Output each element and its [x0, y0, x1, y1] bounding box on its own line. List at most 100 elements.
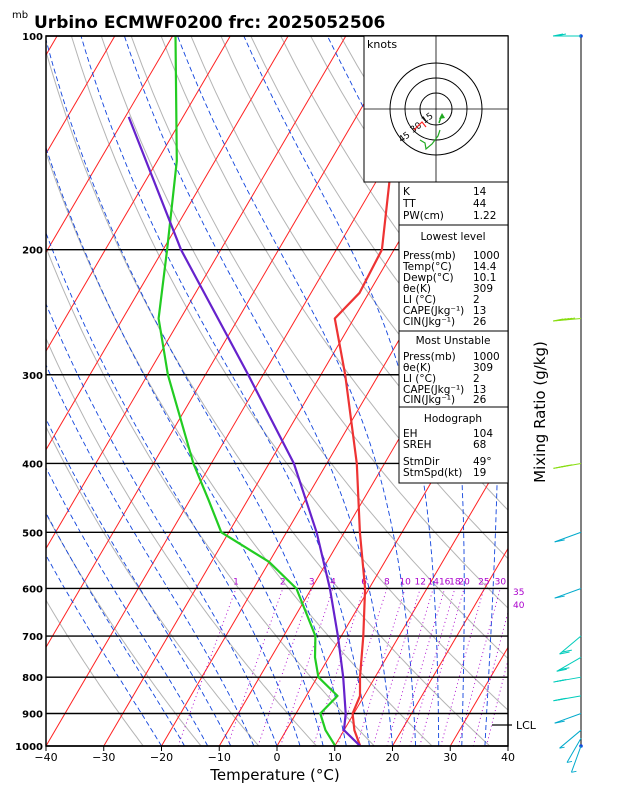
- lowest-cin-label: CIN(Jkg⁻¹): [403, 316, 455, 328]
- wind-barb-half: [559, 698, 565, 701]
- mu-li-value: 2: [473, 373, 480, 385]
- lowest-li-value: 2: [473, 294, 480, 306]
- mixing-ratio-line: [409, 588, 456, 746]
- x-tick-label: −40: [34, 751, 57, 764]
- isotherm: [46, 36, 231, 353]
- lowest-temp-value: 14.4: [473, 261, 497, 273]
- background-lines: [46, 36, 508, 746]
- pw-value: 1.22: [473, 210, 496, 222]
- chart-title: Urbino ECMWF0200 frc: 2025052506: [34, 13, 385, 33]
- lowest-press-label: Press(mb): [403, 250, 456, 262]
- pressure-unit-label: mb: [12, 10, 28, 21]
- hodograph-unit-label: knots: [367, 38, 397, 51]
- dry-adiabat: [46, 337, 317, 746]
- mixing-ratio-label: 18: [449, 577, 461, 587]
- mixing-ratio-line: [226, 588, 284, 746]
- dry-adiabat: [46, 246, 375, 746]
- moist-adiabat: [46, 231, 301, 746]
- wind-barb: [566, 737, 582, 763]
- moist-adiabat: [46, 302, 278, 746]
- tt-label: TT: [402, 198, 416, 210]
- mixing-ratio-label: 35: [513, 588, 524, 598]
- mixing-ratio-label: 1: [233, 577, 239, 587]
- mixing-ratio-line: [419, 588, 465, 746]
- x-axis-label: Temperature (°C): [209, 766, 339, 784]
- y-tick-label: 200: [22, 246, 43, 257]
- eh-label: EH: [403, 428, 418, 440]
- wind-barb-flag: [556, 668, 567, 672]
- sreh-label: SREH: [403, 439, 432, 451]
- wind-barb: [554, 588, 582, 599]
- mixing-ratio-label: 14: [428, 577, 440, 587]
- stmspd-value: 19: [473, 467, 486, 479]
- moist-adiabat: [177, 36, 417, 746]
- lowest-thetae-value: 309: [473, 283, 493, 295]
- moist-adiabat: [46, 418, 232, 746]
- wind-barb-half: [559, 679, 565, 682]
- mixing-ratio-label: 25: [478, 577, 489, 587]
- lowest-dewp-label: Dewp(°C): [403, 272, 454, 284]
- moist-adiabat: [46, 146, 324, 746]
- lowest-cape-value: 13: [473, 305, 486, 317]
- pw-label: PW(cm): [403, 210, 444, 222]
- x-tick-label: 30: [443, 751, 457, 764]
- isotherm: [46, 36, 116, 155]
- mixing-ratio-label: 10: [399, 577, 411, 587]
- x-tick-label: −30: [92, 751, 115, 764]
- parcel-profile: [127, 116, 361, 746]
- hodograph-header: Hodograph: [424, 413, 482, 425]
- wind-barb-half: [559, 746, 565, 749]
- y-tick-label: 400: [22, 459, 43, 470]
- wind-profile: [552, 33, 583, 773]
- isotherm: [46, 36, 289, 451]
- wind-barb-flag: [559, 667, 570, 671]
- wind-barb-flag: [554, 539, 565, 543]
- lcl-label: LCL: [516, 719, 537, 732]
- y-tick-label: 700: [22, 632, 43, 643]
- mixing-ratio-label: 30: [495, 577, 507, 587]
- lowest-dewp-value: 10.1: [473, 272, 496, 284]
- wind-barb: [570, 745, 582, 773]
- lowest-thetae-label: θe(K): [403, 283, 431, 295]
- y-tick-label: 500: [22, 528, 43, 539]
- y-tick-label: 1000: [15, 742, 43, 753]
- mixing-ratio-label: 20: [458, 577, 470, 587]
- mixing-ratio-label: 8: [384, 577, 390, 587]
- isotherm: [46, 36, 174, 254]
- isotherm: [46, 36, 405, 649]
- dry-adiabat: [70, 36, 508, 711]
- moist-adiabat: [80, 36, 370, 746]
- lowest-temp-label: Temp(°C): [402, 261, 452, 273]
- wind-barb: [559, 729, 582, 749]
- mixing-ratio-label: 2: [280, 577, 286, 587]
- k-label: K: [403, 186, 411, 198]
- y-tick-label: 100: [22, 32, 43, 43]
- mixing-ratio-label: 3: [309, 577, 315, 587]
- isotherm: [334, 448, 508, 746]
- wind-barb-half: [566, 760, 573, 763]
- mu-thetae-label: θe(K): [403, 362, 431, 374]
- k-value: 14: [473, 186, 487, 198]
- stmdir-value: 49°: [473, 456, 492, 468]
- wind-barb: [554, 713, 582, 724]
- mu-press-label: Press(mb): [403, 351, 456, 363]
- x-tick-label: −20: [150, 751, 173, 764]
- mu-thetae-value: 309: [473, 362, 493, 374]
- wind-barb: [554, 531, 582, 543]
- dry-adiabat: [46, 599, 144, 746]
- temperature-profile: [333, 36, 393, 746]
- dry-adiabat: [489, 36, 508, 63]
- indices-table: K 14 TT 44 PW(cm) 1.22 Lowest level Pres…: [398, 181, 509, 484]
- tt-value: 44: [473, 198, 487, 210]
- mu-cape-value: 13: [473, 384, 486, 396]
- mixing-ratio-label: 4: [330, 577, 336, 587]
- mixing-ratio-label: 16: [439, 577, 451, 587]
- wind-barb: [559, 635, 582, 655]
- stmspd-label: StmSpd(kt): [403, 467, 462, 479]
- wind-barb-flag: [554, 595, 565, 599]
- dry-adiabat: [100, 36, 508, 660]
- y-tick-label: 600: [22, 584, 43, 595]
- mixing-ratio-line: [398, 588, 446, 746]
